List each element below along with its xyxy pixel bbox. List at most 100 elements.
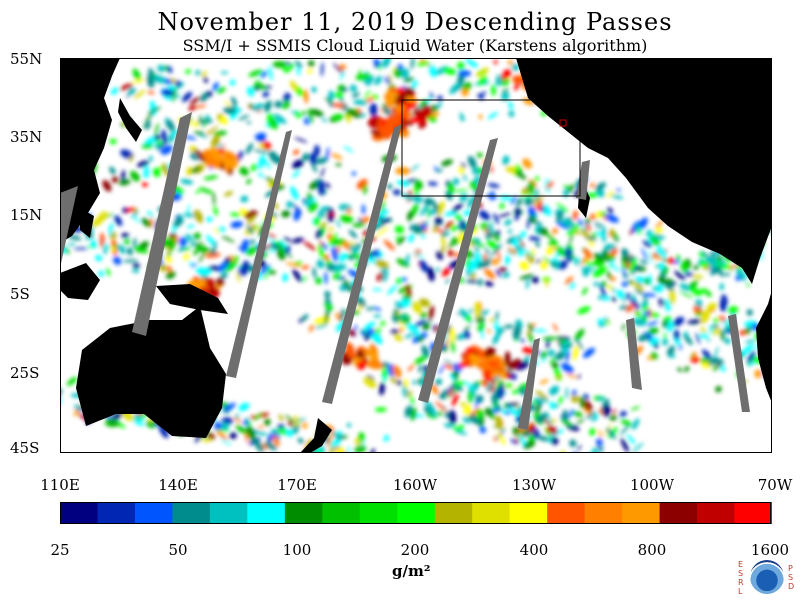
cloud-blob xyxy=(460,402,466,407)
cloud-blob xyxy=(416,61,430,66)
colorbar-cell xyxy=(622,502,661,524)
cloud-blob xyxy=(410,58,415,70)
cloud-blob xyxy=(252,103,265,111)
cloud-blob xyxy=(411,203,419,217)
cloud-blob xyxy=(514,207,522,216)
cloud-blob xyxy=(478,300,483,311)
cloud-blob xyxy=(221,270,226,276)
cloud-blob xyxy=(469,180,479,191)
cloud-blob xyxy=(469,353,478,363)
cloud-blob xyxy=(600,284,607,298)
cloud-blob xyxy=(497,384,505,400)
cloud-blob xyxy=(215,277,225,287)
cloud-blob xyxy=(192,155,201,161)
cloud-blob xyxy=(292,268,303,283)
cloud-blob xyxy=(666,321,674,332)
cloud-blob xyxy=(693,264,699,271)
cloud-blob xyxy=(419,298,431,308)
cloud-blob xyxy=(470,253,475,258)
cloud-blob xyxy=(491,258,499,266)
colorbar-cell xyxy=(247,502,286,524)
cloud-blob xyxy=(435,401,447,412)
cloud-blob xyxy=(434,216,443,224)
cloud-blob xyxy=(223,191,234,197)
cloud-blob xyxy=(394,301,401,307)
cloud-blob xyxy=(162,88,167,94)
cloud-blob xyxy=(605,214,619,223)
cloud-blob xyxy=(372,288,383,291)
cloud-blob xyxy=(719,365,726,372)
cloud-blob xyxy=(579,396,585,409)
cloud-blob xyxy=(334,92,344,98)
cloud-blob xyxy=(713,346,719,361)
cloud-blob xyxy=(465,381,475,391)
cloud-blob xyxy=(546,426,558,435)
cloud-blob xyxy=(345,341,355,359)
cloud-blob xyxy=(477,394,484,401)
cloud-blob xyxy=(572,411,584,417)
cloud-blob xyxy=(442,67,457,75)
cloud-blob xyxy=(607,207,614,214)
cloud-blob xyxy=(468,414,482,425)
cloud-blob xyxy=(552,227,558,235)
cloud-blob xyxy=(403,77,415,83)
cloud-blob xyxy=(586,411,597,419)
cloud-blob xyxy=(331,238,341,247)
cloud-blob xyxy=(346,108,361,118)
cloud-blob xyxy=(183,254,190,261)
cloud-blob xyxy=(192,249,199,256)
cloud-blob xyxy=(129,155,134,162)
cloud-blob xyxy=(392,189,401,196)
cloud-blob xyxy=(223,157,231,169)
cloud-blob xyxy=(741,344,754,356)
cloud-blob xyxy=(493,436,498,442)
cloud-blob xyxy=(352,222,366,228)
cloud-blob xyxy=(583,405,592,415)
cloud-blob xyxy=(364,335,370,341)
cloud-blob xyxy=(318,180,325,196)
cloud-blob xyxy=(316,228,322,239)
cloud-blob xyxy=(423,221,429,226)
cloud-blob xyxy=(395,167,411,175)
cloud-blob xyxy=(673,329,680,341)
colorbar-cell xyxy=(584,502,623,524)
cloud-blob xyxy=(589,183,595,188)
cloud-blob xyxy=(348,254,354,261)
cloud-blob xyxy=(351,92,360,98)
cloud-blob xyxy=(121,232,130,238)
cloud-blob xyxy=(566,226,579,235)
cloud-blob xyxy=(540,207,546,212)
cloud-blob xyxy=(154,143,160,149)
lat-label-35n: 35N xyxy=(10,128,43,146)
swath-4 xyxy=(322,124,402,404)
cloud-blob xyxy=(556,203,569,213)
cloud-blob xyxy=(437,411,443,416)
cloud-blob xyxy=(428,209,437,215)
lon-label-140e: 140E xyxy=(158,476,198,494)
cloud-blob xyxy=(608,232,613,237)
cloud-blob xyxy=(469,308,473,314)
cloud-blob xyxy=(328,102,335,107)
cloud-blob xyxy=(449,373,455,381)
cloud-blob xyxy=(655,219,665,229)
cloud-blob xyxy=(394,225,405,234)
cloud-blob xyxy=(246,425,256,441)
cloud-blob xyxy=(435,379,443,386)
cloud-blob xyxy=(523,440,536,449)
cloud-blob xyxy=(368,249,380,258)
cloud-blob xyxy=(584,248,592,260)
cloud-blob xyxy=(558,395,564,405)
cloud-blob xyxy=(712,364,718,372)
cloud-blob xyxy=(212,82,219,91)
colorbar-label-400: 400 xyxy=(519,541,549,559)
cloud-blob xyxy=(407,364,415,372)
cloud-blob xyxy=(679,283,690,291)
cloud-blob xyxy=(687,319,703,324)
cloud-blob xyxy=(498,77,510,86)
cloud-blob xyxy=(322,243,328,251)
cloud-blob xyxy=(435,169,443,173)
cloud-blob xyxy=(186,224,195,229)
cloud-blob xyxy=(629,228,634,235)
cloud-blob xyxy=(163,256,173,263)
cloud-blob xyxy=(436,250,444,261)
